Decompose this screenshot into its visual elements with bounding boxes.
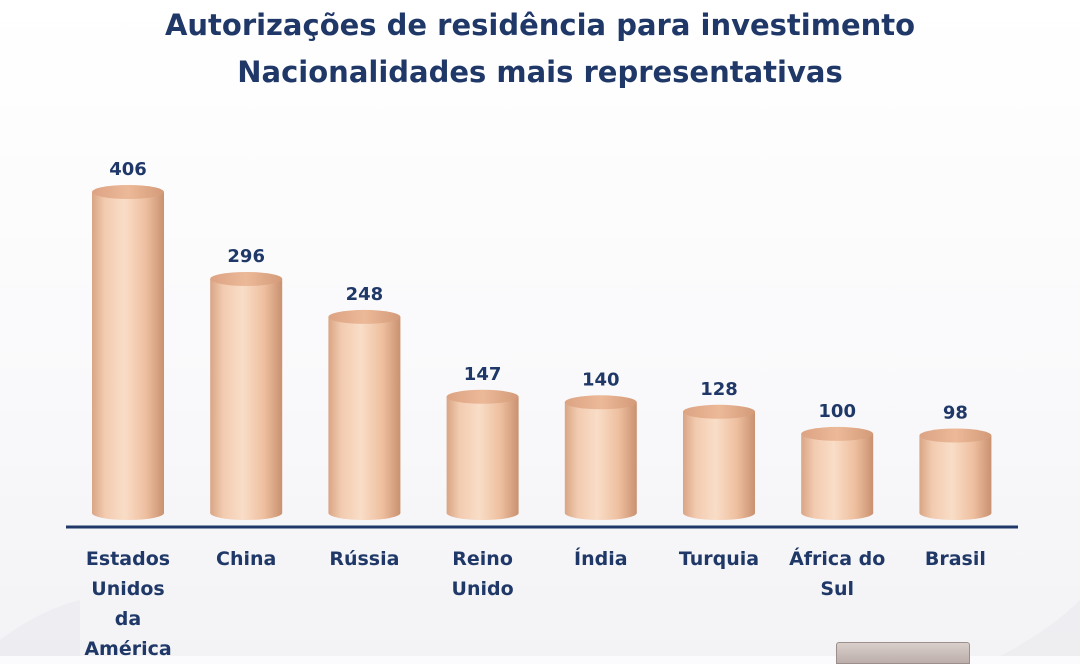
bar-body xyxy=(328,316,401,513)
bar-7: 100 xyxy=(801,401,874,520)
data-label: 406 xyxy=(109,159,147,180)
bar-top xyxy=(564,395,637,410)
category-label-line: Reino xyxy=(452,548,513,570)
category-label-line: África do xyxy=(789,548,886,570)
bar-base xyxy=(564,506,637,520)
category-label-line: Rússia xyxy=(329,548,400,570)
bar-base xyxy=(328,506,401,520)
category-label: Brasil xyxy=(890,544,1020,574)
bar-2: 296 xyxy=(210,246,283,520)
chart-title: Autorizações de residência para investim… xyxy=(164,8,916,42)
data-label: 140 xyxy=(582,369,620,390)
category-label-line: Índia xyxy=(574,548,628,570)
bar-top xyxy=(328,309,401,324)
bar-base xyxy=(801,506,874,520)
bar-top xyxy=(919,428,992,443)
category-label-line: Unido xyxy=(451,578,514,600)
category-label-line: Sul xyxy=(820,578,855,600)
category-label: Turquia xyxy=(654,544,784,574)
bar-base xyxy=(210,506,283,520)
category-label: Estados Unidos da América xyxy=(63,544,193,664)
bar-6: 128 xyxy=(683,379,755,520)
bar-body xyxy=(210,278,283,513)
category-label-line: América xyxy=(84,638,172,660)
bar-base xyxy=(919,506,992,520)
bar-base xyxy=(446,506,519,520)
category-label: África do Sul xyxy=(772,544,902,604)
category-label-line: Turquia xyxy=(678,548,760,570)
category-label: China xyxy=(181,544,311,574)
bar-5: 140 xyxy=(564,369,637,520)
data-label: 147 xyxy=(464,364,502,385)
data-label: 98 xyxy=(943,403,968,424)
bar-body xyxy=(92,192,164,513)
bar-top xyxy=(801,426,874,441)
bar-3: 248 xyxy=(328,284,401,520)
data-label: 100 xyxy=(818,401,856,422)
bar-body xyxy=(919,435,992,513)
category-label-line: Brasil xyxy=(924,548,986,570)
category-label-line: Unidos xyxy=(91,578,165,600)
corner-object xyxy=(836,642,970,664)
category-label-line: China xyxy=(216,548,277,570)
bar-1: 406 xyxy=(92,159,164,520)
bar-top xyxy=(210,271,283,286)
category-label-line: da xyxy=(114,608,142,630)
bar-top xyxy=(446,389,519,404)
category-label: Índia xyxy=(536,544,666,574)
bar-top xyxy=(683,404,755,419)
category-label-line: Estados xyxy=(85,548,171,570)
category-label: Reino Unido xyxy=(418,544,548,604)
bar-body xyxy=(446,396,519,513)
bar-body xyxy=(683,411,755,513)
bar-top xyxy=(92,185,164,199)
bar-body xyxy=(564,402,637,513)
bar-base xyxy=(683,506,755,520)
bar-8: 98 xyxy=(919,403,992,520)
chart-subtitle: Nacionalidades mais representativas xyxy=(237,55,843,89)
data-label: 248 xyxy=(346,284,384,305)
bar-4: 147 xyxy=(446,364,519,520)
bar-body xyxy=(801,433,874,513)
category-label: Rússia xyxy=(299,544,429,574)
data-label: 128 xyxy=(700,379,738,400)
data-label: 296 xyxy=(227,246,265,267)
bar-base xyxy=(92,506,164,520)
